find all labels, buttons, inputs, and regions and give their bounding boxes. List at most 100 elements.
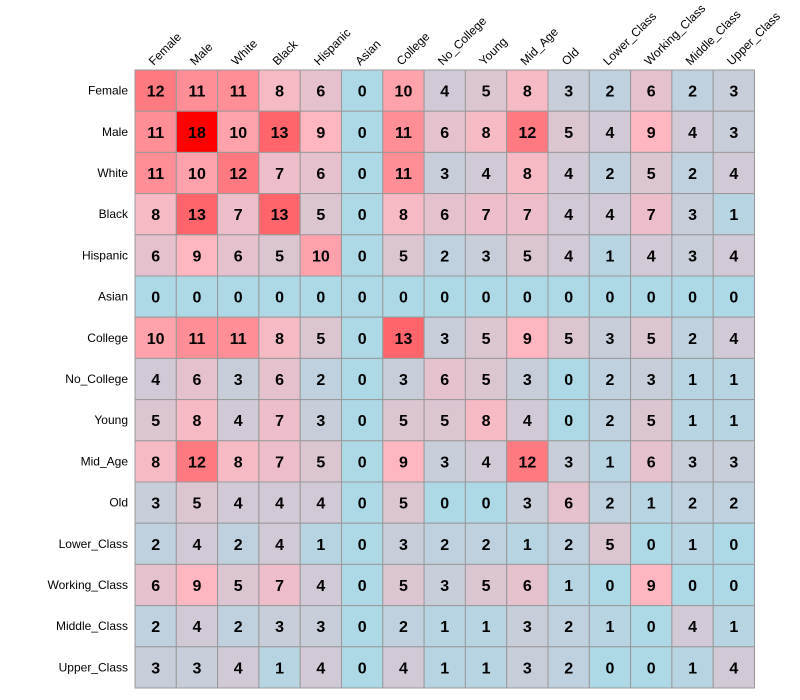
heatmap-cell: [382, 275, 425, 318]
cell-value-label: 0: [647, 660, 656, 677]
cell-value-label: 3: [440, 331, 449, 348]
cell-value-label: 7: [275, 454, 284, 471]
heatmap-cell: [341, 193, 384, 236]
heatmap-cell: [175, 275, 219, 318]
cell-value-label: 4: [564, 207, 573, 224]
heatmap-cell: [671, 563, 714, 607]
heatmap-cell: [134, 151, 177, 195]
column-label: Mid_Age: [518, 25, 562, 69]
row-label: Mid_Age: [81, 454, 129, 468]
column-label: Young: [476, 34, 510, 68]
cell-value-label: 4: [192, 537, 201, 554]
heatmap-cell: [506, 440, 549, 483]
heatmap-cell: [630, 275, 673, 318]
cell-value-label: 4: [564, 166, 573, 183]
cell-value-label: 0: [647, 619, 656, 636]
cell-value-label: 4: [523, 413, 532, 430]
heatmap-cell: [341, 234, 384, 277]
cell-value-label: 3: [523, 496, 532, 513]
cell-value-label: 5: [316, 454, 325, 471]
cell-value-label: 0: [647, 290, 656, 307]
heatmap-cell: [258, 275, 301, 318]
cell-value-label: 3: [523, 619, 532, 636]
cell-value-label: 1: [440, 619, 449, 636]
cell-value-label: 3: [440, 578, 449, 595]
cell-value-label: 0: [564, 372, 573, 389]
cell-value-label: 0: [688, 578, 697, 595]
cell-value-label: 2: [399, 619, 408, 636]
cell-value-label: 8: [151, 207, 160, 224]
cell-value-label: 0: [234, 290, 243, 307]
cell-value-label: 1: [688, 413, 697, 430]
cell-value-label: 1: [688, 537, 697, 554]
cell-value-label: 2: [605, 413, 614, 430]
cell-value-label: 11: [395, 166, 412, 183]
cell-value-label: 3: [316, 619, 325, 636]
cell-value-label: 5: [192, 496, 201, 513]
heatmap-cell: [258, 440, 301, 483]
cell-value-label: 11: [230, 331, 247, 348]
cell-value-label: 12: [229, 166, 247, 183]
cell-value-label: 2: [482, 537, 491, 554]
heatmap-cell: [506, 481, 549, 524]
cell-value-label: 3: [564, 84, 573, 101]
cell-value-label: 0: [564, 413, 573, 430]
heatmap-cell: [506, 275, 549, 318]
cell-value-label: 7: [234, 207, 243, 224]
heatmap-cell: [217, 193, 260, 236]
cell-value-label: 3: [688, 207, 697, 224]
cell-value-label: 4: [316, 578, 325, 595]
row-label: White: [97, 166, 128, 180]
cell-value-label: 8: [523, 84, 532, 101]
heatmap-cell: [547, 522, 590, 565]
cell-value-label: 6: [151, 248, 160, 265]
heatmap-cell: [217, 275, 260, 318]
cell-value-label: 4: [482, 454, 491, 471]
cell-value-label: 6: [647, 84, 656, 101]
cell-value-label: 3: [729, 125, 738, 142]
heatmap-cell: [341, 110, 384, 153]
cell-value-label: 4: [234, 660, 243, 677]
cell-value-label: 0: [605, 578, 614, 595]
cell-value-label: 4: [482, 166, 491, 183]
heatmap-cell: [175, 563, 219, 607]
heatmap-cell: [175, 357, 219, 401]
cell-value-label: 6: [316, 166, 325, 183]
cell-value-label: 2: [605, 496, 614, 513]
heatmap-cell: [175, 193, 219, 236]
cell-value-label: 11: [395, 125, 412, 142]
cell-value-label: 1: [729, 207, 738, 224]
heatmap-cell: [464, 563, 508, 607]
cell-value-label: 2: [688, 166, 697, 183]
cell-value-label: 6: [440, 207, 449, 224]
cell-value-label: 8: [482, 413, 491, 430]
cell-value-label: 6: [440, 125, 449, 142]
heatmap-cell: [382, 399, 425, 442]
heatmap-cell: [382, 357, 425, 401]
heatmap-cell: [217, 110, 260, 153]
heatmap-cell: [134, 605, 177, 648]
cell-value-label: 13: [188, 207, 206, 224]
column-label: Black: [270, 37, 301, 68]
heatmap-cell: [671, 275, 714, 318]
heatmap-cell: [630, 316, 673, 359]
cell-value-label: 11: [147, 166, 164, 183]
cell-value-label: 13: [271, 207, 289, 224]
cell-value-label: 0: [605, 290, 614, 307]
cell-value-label: 0: [523, 290, 532, 307]
heatmap-cell: [506, 69, 549, 112]
cell-value-label: 1: [605, 248, 614, 265]
cell-value-label: 6: [151, 578, 160, 595]
heatmap-cell: [423, 193, 466, 236]
heatmap-cell: [175, 605, 219, 648]
cell-value-label: 1: [647, 496, 656, 513]
heatmap-cell: [630, 522, 673, 565]
cell-value-label: 1: [729, 372, 738, 389]
cell-value-label: 13: [271, 125, 289, 142]
cell-value-label: 1: [729, 413, 738, 430]
cell-value-label: 4: [275, 537, 284, 554]
cell-value-label: 4: [605, 125, 614, 142]
column-label: Old: [559, 45, 582, 68]
cell-value-label: 11: [188, 84, 205, 101]
row-label: Working_Class: [48, 578, 128, 592]
